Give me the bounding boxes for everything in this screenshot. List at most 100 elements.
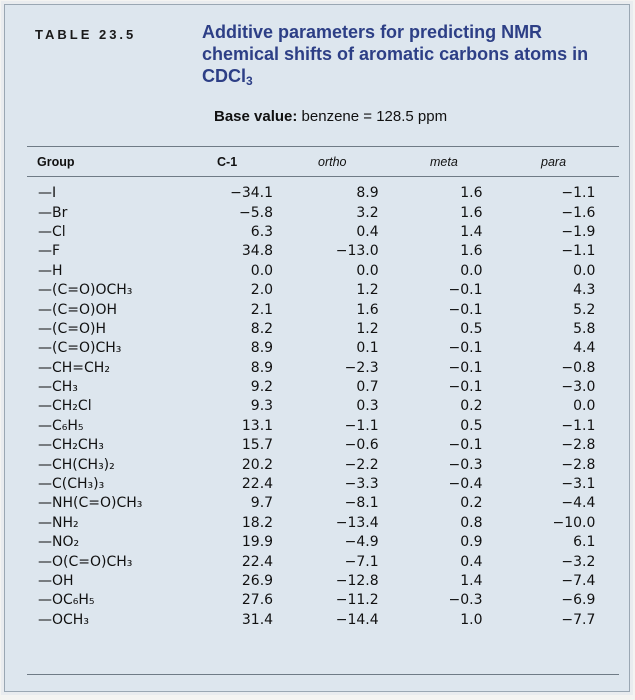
cell-c1: 9.3 (250, 398, 274, 415)
cell-padding (595, 320, 629, 339)
table-row: —CH₃ 9.2 0.7 −0.1 −3.0 (5, 378, 629, 397)
header-rule (27, 176, 619, 177)
top-rule (27, 146, 619, 147)
cell-group: —Cl (38, 223, 66, 240)
cell-group: —NH(C=O)CH₃ (38, 495, 143, 512)
table-row: —Br −5.8 3.2 1.6 −1.6 (5, 203, 629, 222)
cell-padding (595, 611, 629, 630)
table-row: —C₆H₅ 13.1 −1.1 0.5 −1.1 (5, 417, 629, 436)
cell-ortho: −0.6 (344, 437, 379, 454)
cell-c1: 34.8 (241, 243, 274, 260)
cell-c1: −5.8 (239, 204, 274, 221)
cell-padding (595, 572, 629, 591)
header-c1: C-1 (217, 155, 238, 169)
cell-padding (595, 475, 629, 494)
table-row: —F 34.8 −13.0 1.6 −1.1 (5, 242, 629, 261)
cell-para: −2.8 (561, 437, 596, 454)
cell-c1: 6.3 (250, 223, 274, 240)
cell-group: —Br (38, 204, 68, 221)
cell-group: —CH₃ (38, 379, 78, 396)
cell-group: —(C=O)CH₃ (38, 340, 122, 357)
table-row: —CH₂Cl 9.3 0.3 0.2 0.0 (5, 397, 629, 416)
header-meta: meta (430, 155, 458, 169)
cell-padding (595, 397, 629, 416)
cell-meta: −0.1 (448, 359, 483, 376)
cell-ortho: 0.7 (356, 379, 379, 396)
cell-ortho: −1.1 (344, 417, 379, 434)
cell-ortho: −8.1 (344, 495, 379, 512)
cell-para: −3.0 (561, 379, 596, 396)
table-row: —CH=CH₂ 8.9 −2.3 −0.1 −0.8 (5, 359, 629, 378)
cell-ortho: 8.9 (356, 185, 379, 202)
cell-group: —OCH₃ (38, 611, 89, 628)
cell-meta: −0.3 (448, 456, 483, 473)
cell-ortho: −4.9 (344, 534, 379, 551)
cell-meta: 0.8 (460, 514, 483, 531)
title-text: Additive parameters for predicting NMR c… (202, 22, 589, 86)
cell-c1: 18.2 (241, 514, 274, 531)
cell-meta: 1.4 (460, 223, 483, 240)
table-row: —C(CH₃)₃ 22.4 −3.3 −0.4 −3.1 (5, 475, 629, 494)
cell-padding (595, 184, 629, 203)
cell-padding (595, 359, 629, 378)
cell-padding (595, 300, 629, 319)
cell-padding (595, 378, 629, 397)
cell-group: —CH₂Cl (38, 398, 92, 415)
table-row: —I −34.1 8.9 1.6 −1.1 (5, 184, 629, 203)
cell-group: —(C=O)H (38, 320, 106, 337)
cell-c1: 19.9 (241, 534, 274, 551)
cell-meta: 1.4 (460, 573, 483, 589)
cell-para: −7.4 (561, 573, 596, 589)
table-title: Additive parameters for predicting NMR c… (202, 21, 617, 92)
cell-meta: 1.6 (460, 243, 483, 260)
cell-para: 0.0 (573, 262, 596, 279)
cell-c1: −34.1 (230, 185, 274, 202)
cell-ortho: −3.3 (344, 476, 379, 493)
cell-ortho: −13.4 (335, 514, 379, 531)
cell-group: —OH (38, 573, 74, 589)
cell-ortho: 0.4 (356, 223, 379, 240)
cell-c1: 8.2 (250, 320, 274, 337)
header-ortho: ortho (318, 155, 347, 169)
table-row: —OC₆H₅ 27.6 −11.2 −0.3 −6.9 (5, 591, 629, 610)
cell-padding (595, 203, 629, 222)
cell-c1: 22.4 (241, 476, 274, 493)
cell-meta: 0.5 (460, 417, 483, 434)
cell-padding (595, 455, 629, 474)
cell-group: —CH(CH₃)₂ (38, 456, 115, 473)
cell-group: —H (38, 262, 63, 279)
cell-para: −1.6 (561, 204, 596, 221)
cell-c1: 31.4 (241, 611, 274, 628)
cell-meta: 0.9 (460, 534, 483, 551)
cell-ortho: 0.3 (356, 398, 379, 415)
cell-para: −3.1 (561, 476, 596, 493)
cell-para: 4.3 (573, 282, 596, 299)
cell-group: —C(CH₃)₃ (38, 476, 105, 493)
cell-meta: 0.2 (460, 495, 483, 512)
cell-meta: 0.5 (460, 320, 483, 337)
cell-ortho: −7.1 (344, 553, 379, 570)
cell-meta: −0.4 (448, 476, 483, 493)
cell-c1: 13.1 (241, 417, 274, 434)
cell-meta: −0.1 (448, 282, 483, 299)
cell-para: −1.1 (561, 185, 596, 202)
table-row: —NO₂ 19.9 −4.9 0.9 6.1 (5, 533, 629, 552)
table-row: —O(C=O)CH₃ 22.4 −7.1 0.4 −3.2 (5, 552, 629, 571)
cell-c1: 8.9 (250, 340, 274, 357)
table-row: —OH 26.9 −12.8 1.4 −7.4 (5, 572, 629, 591)
cell-padding (595, 533, 629, 552)
cell-para: 5.2 (573, 301, 596, 318)
cell-c1: 20.2 (241, 456, 274, 473)
cell-para: 0.0 (573, 398, 596, 415)
cell-para: 6.1 (573, 534, 596, 551)
header-group: Group (37, 155, 75, 169)
table-label: TABLE 23.5 (35, 27, 137, 42)
cell-padding (595, 552, 629, 571)
cell-meta: 0.2 (460, 398, 483, 415)
title-subscript: 3 (246, 74, 253, 88)
cell-para: −2.8 (561, 456, 596, 473)
cell-padding (595, 242, 629, 261)
cell-c1: 9.2 (250, 379, 274, 396)
cell-meta: −0.1 (448, 437, 483, 454)
cell-ortho: −2.3 (344, 359, 379, 376)
